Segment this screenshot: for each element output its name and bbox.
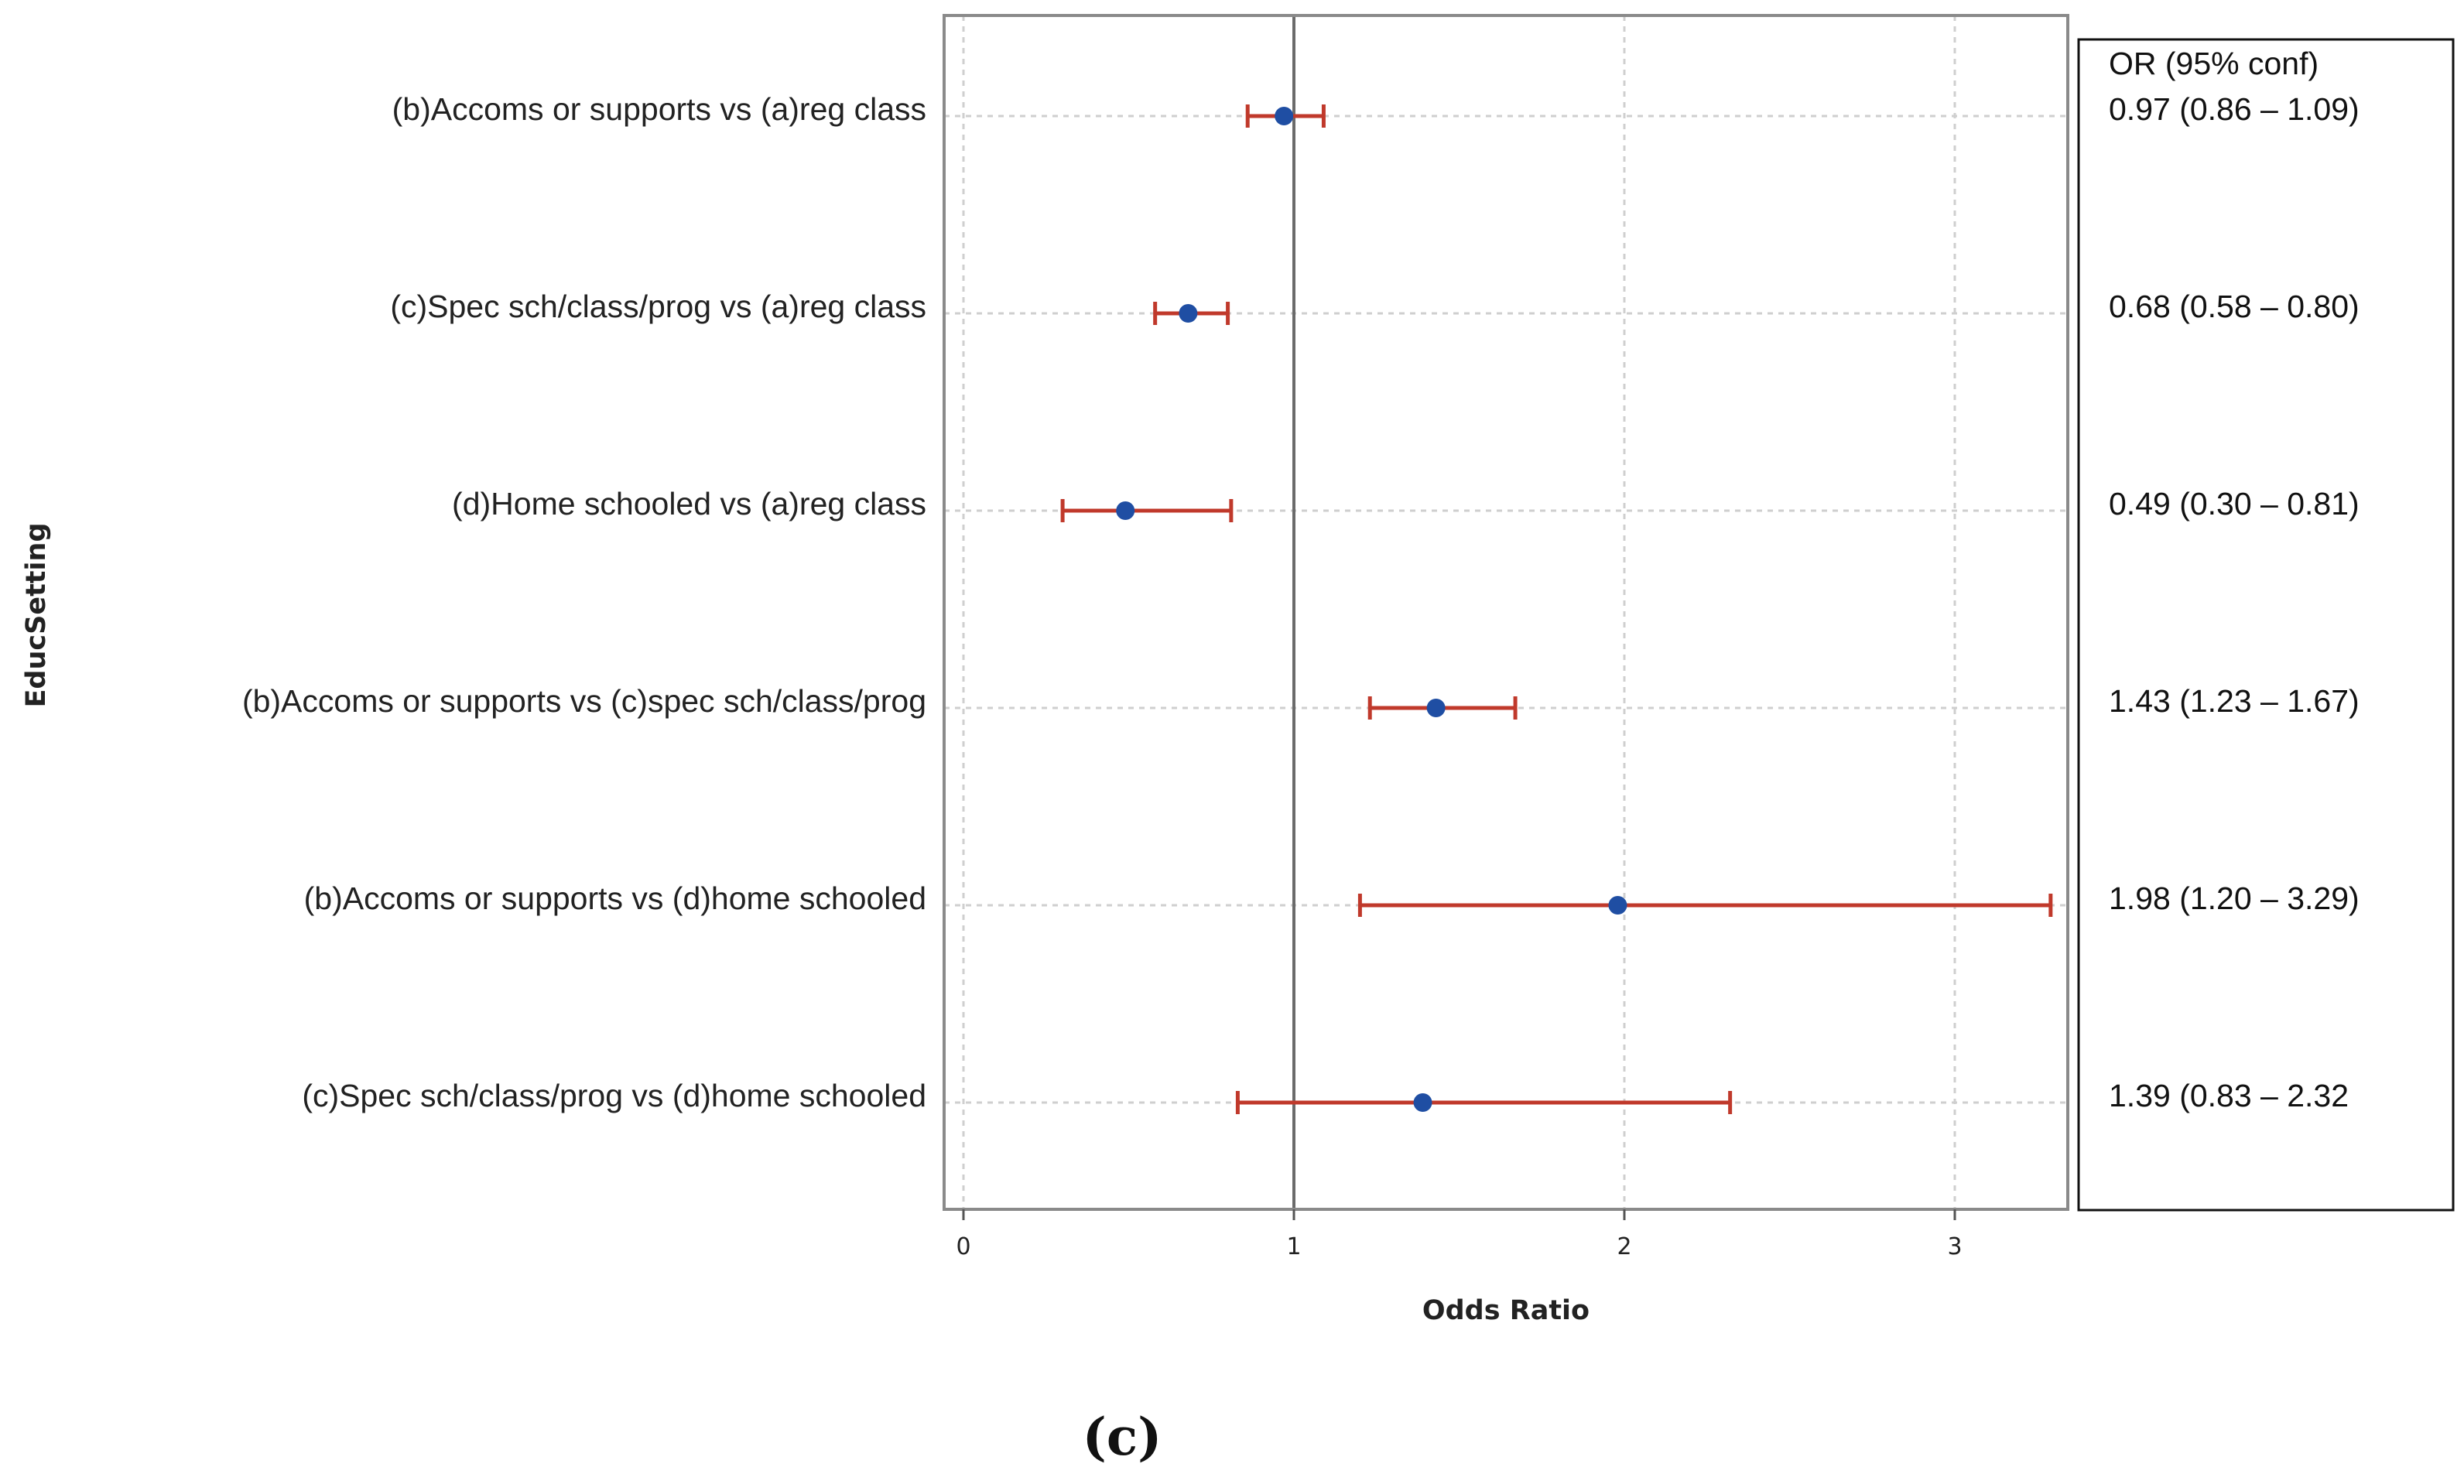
- grid-lines: [944, 15, 2068, 1209]
- x-tick-label-1: 1: [1286, 1233, 1301, 1260]
- or-table-header: OR (95% conf): [2109, 46, 2319, 81]
- or-table-values: 0.97 (0.86 – 1.09) 0.68 (0.58 – 0.80) 0.49…: [2109, 91, 2360, 1113]
- ci-group-1: [1153, 302, 1230, 325]
- x-tick-label-3: 3: [1947, 1233, 1962, 1260]
- ci-group-5: [1235, 1091, 1733, 1114]
- x-tick-label-2: 2: [1617, 1233, 1631, 1260]
- ci-group-0: [1245, 104, 1326, 128]
- or-point-5: [1413, 1093, 1432, 1112]
- or-value-4: 1.98 (1.20 – 3.29): [2109, 880, 2360, 916]
- category-labels: (b)Accoms or supports vs (a)reg class (c)…: [242, 91, 926, 1113]
- ci-group-2: [1060, 499, 1234, 522]
- data-marks: [1060, 104, 2053, 1114]
- x-axis: 0 1 2 3: [956, 1209, 1963, 1260]
- category-label-4: (b)Accoms or supports vs (d)home schoole…: [304, 880, 926, 916]
- or-point-3: [1426, 699, 1446, 717]
- or-value-3: 1.43 (1.23 – 1.67): [2109, 683, 2360, 719]
- y-axis-title: EducSetting: [21, 522, 52, 707]
- category-label-1: (c)Spec sch/class/prog vs (a)reg class: [390, 289, 926, 324]
- category-label-0: (b)Accoms or supports vs (a)reg class: [392, 91, 926, 127]
- ci-group-3: [1367, 696, 1518, 720]
- or-table-box: [2077, 38, 2455, 1212]
- x-axis-title: Odds Ratio: [1422, 1295, 1590, 1326]
- plot-frame: [943, 14, 2069, 1211]
- or-value-0: 0.97 (0.86 – 1.09): [2109, 91, 2360, 127]
- or-value-5: 1.39 (0.83 – 2.32: [2109, 1078, 2349, 1113]
- panel-label: (c): [1083, 1407, 1162, 1467]
- x-tick-label-0: 0: [956, 1233, 970, 1260]
- category-label-5: (c)Spec sch/class/prog vs (d)home school…: [302, 1078, 926, 1113]
- or-point-4: [1608, 896, 1627, 915]
- or-value-2: 0.49 (0.30 – 0.81): [2109, 486, 2360, 521]
- or-point-1: [1179, 304, 1198, 323]
- category-label-2: (d)Home schooled vs (a)reg class: [452, 486, 926, 521]
- or-value-1: 0.68 (0.58 – 0.80): [2109, 289, 2360, 324]
- or-point-0: [1275, 107, 1294, 125]
- category-label-3: (b)Accoms or supports vs (c)spec sch/cla…: [242, 683, 926, 719]
- ci-group-4: [1357, 894, 2053, 917]
- or-point-2: [1116, 501, 1135, 520]
